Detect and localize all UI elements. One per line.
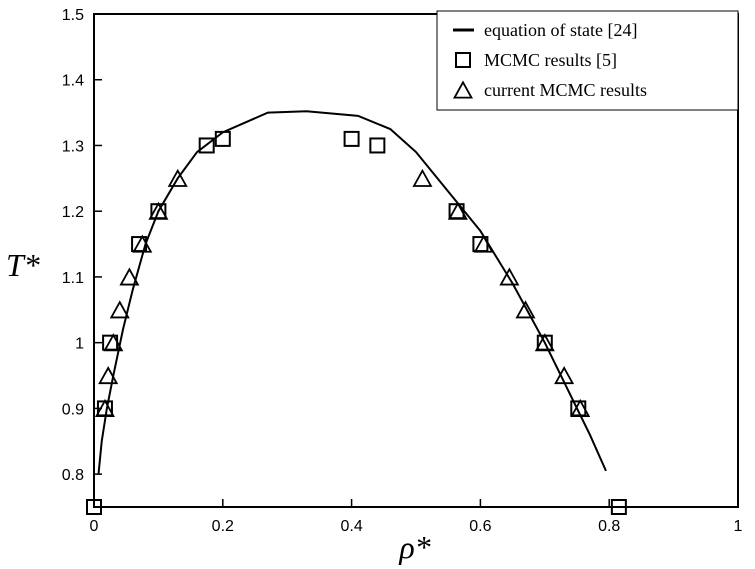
triangle-marker	[412, 168, 433, 187]
triangle-marker	[132, 234, 153, 253]
triangle-marker	[447, 201, 468, 220]
y-tick-label: 1.3	[62, 138, 84, 155]
square-marker	[214, 130, 231, 147]
y-axis: 0.8 0.9 1 1.1 1.2 1.3 1.4 1.5	[62, 7, 102, 484]
plot-frame	[93, 13, 739, 508]
y-axis-title: T*	[6, 247, 40, 283]
triangle-marker	[452, 80, 474, 99]
square-marker	[86, 499, 102, 515]
square-marker	[369, 137, 386, 154]
y-tick-label: 1.2	[62, 204, 84, 221]
x-tick-label: 0.8	[598, 518, 620, 535]
triangle-marker	[94, 398, 115, 417]
legend-label: MCMC results [5]	[484, 50, 617, 70]
x-tick-label: 1	[734, 518, 743, 535]
x-axis-title: ρ*	[398, 529, 430, 565]
square-marker	[343, 130, 360, 147]
x-tick-label: 0.4	[340, 518, 362, 535]
y-tick-label: 1.5	[62, 7, 84, 24]
triangle-marker	[98, 366, 119, 385]
x-tick-label: 0.2	[212, 518, 234, 535]
legend: equation of state [24] MCMC results [5] cu…	[436, 10, 739, 111]
triangle-marker	[554, 366, 575, 385]
triangle-marker	[119, 267, 140, 286]
triangle-marker	[473, 234, 494, 253]
triangle-marker	[534, 333, 555, 352]
line-series	[97, 110, 607, 475]
triangle-marker	[103, 333, 124, 352]
x-tick-label: 0.6	[469, 518, 491, 535]
legend-box	[436, 10, 739, 111]
x-axis: 0 0.2 0.4 0.6 0.8 1	[90, 499, 743, 535]
y-tick-label: 1.4	[62, 73, 84, 90]
square-marker	[455, 52, 471, 68]
legend-label: current MCMC results	[484, 80, 647, 100]
marker-series	[86, 130, 627, 515]
triangle-marker	[499, 267, 520, 286]
y-tick-label: 1.1	[62, 270, 84, 287]
triangle-marker	[148, 201, 169, 220]
y-tick-label: 0.9	[62, 401, 84, 418]
triangle-marker	[570, 398, 591, 417]
legend-label: equation of state [24]	[484, 20, 637, 40]
square-marker	[198, 137, 215, 154]
equation-of-state-line	[97, 110, 607, 475]
triangle-marker	[109, 300, 130, 319]
y-tick-label: 0.8	[62, 467, 84, 484]
x-tick-label: 0	[90, 518, 99, 535]
y-tick-label: 1	[75, 336, 84, 353]
triangle-marker	[167, 168, 188, 187]
triangle-marker	[515, 300, 536, 319]
square-marker	[610, 499, 627, 515]
